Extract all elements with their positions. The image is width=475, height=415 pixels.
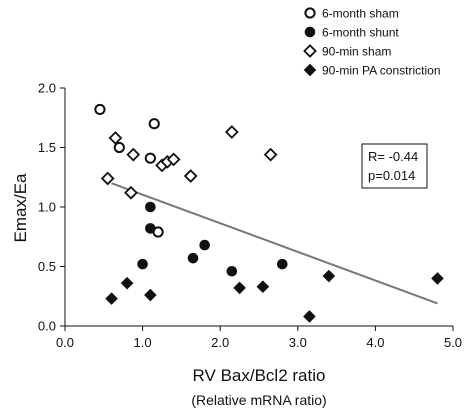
- y-tick-label: 1.5: [38, 140, 56, 155]
- legend-marker: [304, 26, 316, 38]
- x-axis-sublabel: (Relative mRNA ratio): [191, 392, 326, 408]
- data-point: [263, 147, 278, 162]
- legend-label: 6-month sham: [322, 7, 399, 21]
- data-point: [126, 147, 141, 162]
- data-point: [124, 185, 138, 200]
- legend-marker: [304, 7, 316, 19]
- y-axis-ticks: 0.0 0.5 1.0 1.5 2.0: [38, 81, 65, 334]
- data-point: [256, 280, 270, 294]
- legend-label: 6-month shunt: [322, 26, 399, 40]
- data-points: [94, 103, 444, 323]
- trendline-group: [111, 182, 438, 305]
- data-point: [226, 265, 238, 277]
- legend-label: 90-min PA constriction: [322, 64, 441, 78]
- plot-axes: [64, 88, 453, 327]
- data-point: [431, 272, 444, 285]
- data-point: [145, 223, 156, 234]
- p-value: p=0.014: [368, 168, 415, 183]
- data-point: [145, 201, 156, 213]
- legend-marker: [303, 63, 317, 77]
- x-axis-ticks: 0.0 1.0 2.0 3.0 4.0 5.0: [56, 326, 462, 350]
- data-point: [233, 281, 246, 295]
- y-axis-label: Emax/Ea: [11, 173, 30, 243]
- data-point: [166, 152, 181, 167]
- data-point: [187, 252, 199, 264]
- data-point: [144, 152, 156, 164]
- x-tick-label: 0.0: [56, 335, 74, 350]
- data-point: [183, 169, 198, 183]
- data-point: [199, 239, 210, 251]
- data-point: [322, 269, 336, 283]
- stats-annotation-box: [361, 143, 428, 189]
- data-point: [137, 258, 148, 270]
- y-tick-label: 0.5: [38, 259, 56, 274]
- data-point: [120, 276, 134, 290]
- y-tick-label: 0.0: [38, 319, 56, 334]
- y-tick-label: 1.0: [38, 200, 56, 215]
- x-axis-label: RV Bax/Bcl2 ratio: [193, 366, 326, 385]
- data-point: [105, 292, 118, 305]
- data-point: [94, 103, 106, 116]
- data-point: [276, 258, 288, 270]
- data-point: [108, 131, 123, 145]
- stats-annotation: R= -0.44 p=0.014: [361, 143, 428, 189]
- y-tick-label: 2.0: [38, 81, 56, 96]
- r-value: R= -0.44: [368, 149, 418, 164]
- x-tick-label: 1.0: [134, 335, 152, 350]
- x-tick-label: 3.0: [289, 335, 307, 350]
- trendline: [111, 182, 438, 305]
- legend-label: 90-min sham: [322, 45, 391, 59]
- data-point: [144, 288, 157, 302]
- data-point: [224, 125, 239, 139]
- data-point: [100, 171, 115, 186]
- data-point: [148, 118, 160, 130]
- data-point: [303, 310, 316, 323]
- legend-marker: [303, 44, 317, 58]
- x-tick-label: 2.0: [211, 335, 229, 350]
- data-point: [113, 141, 125, 154]
- x-tick-label: 4.0: [366, 335, 384, 350]
- x-tick-label: 5.0: [444, 335, 462, 350]
- legend: 6-month sham 6-month shunt 90-min sham 90-m…: [303, 7, 441, 78]
